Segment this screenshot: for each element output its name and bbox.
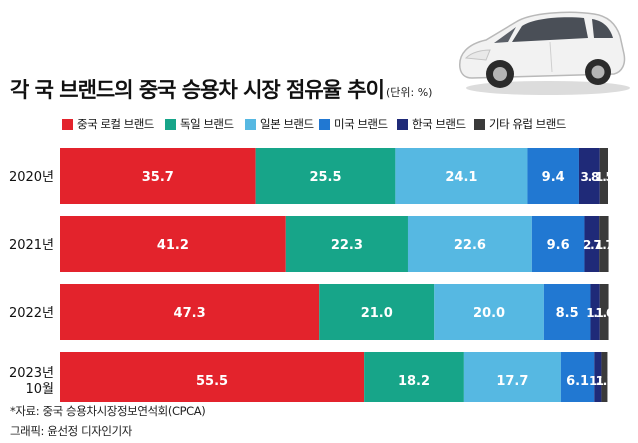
legend-swatch [165, 119, 176, 130]
bar-segment [531, 216, 585, 272]
data-label: 41.2 [157, 238, 189, 253]
category-label: 2023년 10월 [9, 366, 54, 397]
legend-label: 중국 로컬 브랜드 [77, 117, 154, 131]
category-label: 2021년 [9, 238, 54, 253]
bar-segment [319, 284, 435, 340]
bar-segment [255, 148, 396, 204]
bar-segment [60, 148, 256, 204]
data-label: 6.1 [566, 374, 589, 389]
bar-segment [60, 352, 365, 402]
data-label: 25.5 [309, 170, 341, 185]
bar-segment [578, 148, 600, 204]
category-label: 2022년 [9, 306, 54, 321]
chart-title: 각 국 브랜드의 중국 승용차 시장 점유율 추이 [10, 78, 385, 102]
bar-segment [407, 216, 532, 272]
data-label: 2.7 [583, 238, 602, 252]
legend-label: 일본 브랜드 [260, 117, 314, 131]
data-label: 18.2 [398, 374, 430, 389]
data-label: 22.3 [331, 238, 363, 253]
legend-label: 한국 브랜드 [412, 117, 466, 131]
legend-swatch [245, 119, 256, 130]
data-label: 1.5 [595, 170, 614, 184]
data-label: 8.5 [556, 306, 579, 321]
car-icon [459, 11, 630, 95]
data-label: 20.0 [473, 306, 505, 321]
bar-segment [463, 352, 561, 402]
data-label: 22.6 [454, 238, 486, 253]
bar-segment [60, 216, 286, 272]
data-label: 55.5 [196, 374, 228, 389]
bar-segment [60, 284, 320, 340]
bar-segment [590, 284, 600, 340]
legend-swatch [397, 119, 408, 130]
data-label: 9.6 [547, 238, 570, 253]
legend-label: 독일 브랜드 [180, 117, 234, 131]
bar-segment [527, 148, 579, 204]
data-label: 17.7 [496, 374, 528, 389]
bar-segment [594, 352, 602, 402]
graphic-credit: 그래픽: 윤선정 디자인기자 [10, 424, 132, 438]
bar-segment [584, 216, 600, 272]
bar-segment [599, 216, 609, 272]
bar-segment [364, 352, 464, 402]
bar-segment [543, 284, 591, 340]
legend-swatch [474, 119, 485, 130]
category-label: 2020년 [9, 170, 54, 185]
data-label: 1.1 [596, 374, 615, 388]
data-label: 24.1 [445, 170, 477, 185]
bar-segment [599, 148, 608, 204]
data-label: 1.7 [595, 238, 614, 252]
bar-segment [560, 352, 595, 402]
legend-label: 미국 브랜드 [334, 117, 388, 131]
data-label: 21.0 [361, 306, 393, 321]
data-label: 9.4 [542, 170, 565, 185]
source-note: *자료: 중국 승용차시장정보연석회(CPCA) [10, 404, 206, 418]
bar-segment [599, 284, 609, 340]
bar-segment [434, 284, 544, 340]
legend-swatch [62, 119, 73, 130]
data-label: 47.3 [174, 306, 206, 321]
chart-plot: 2020년 35.7 25.5 24.1 9.4 3.81.5 2021년 41.2 22.3 2… [9, 148, 615, 402]
unit-label: (단위: %) [386, 86, 433, 99]
bar-segment [395, 148, 528, 204]
data-label: 3.8 [581, 170, 600, 184]
bar-segment [601, 352, 608, 402]
legend-label: 기타 유럽 브랜드 [489, 117, 566, 131]
data-label: 35.7 [142, 170, 174, 185]
data-label: 1.6 [595, 306, 614, 320]
legend-swatch [319, 119, 330, 130]
bar-segment [285, 216, 408, 272]
